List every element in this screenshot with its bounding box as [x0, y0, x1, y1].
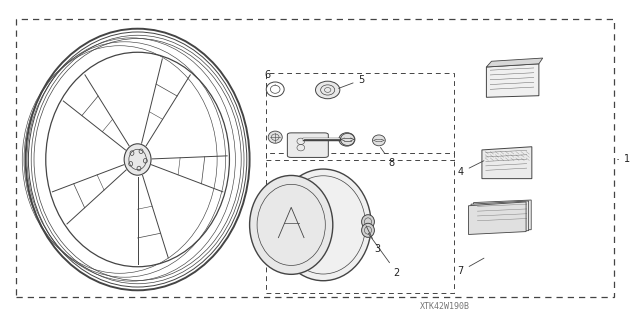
- Ellipse shape: [362, 215, 374, 229]
- Bar: [266, 153, 454, 293]
- Polygon shape: [468, 202, 526, 234]
- Ellipse shape: [316, 81, 340, 99]
- Polygon shape: [471, 201, 529, 233]
- Polygon shape: [486, 64, 539, 97]
- Ellipse shape: [275, 169, 371, 281]
- Ellipse shape: [250, 175, 333, 274]
- Text: 7: 7: [458, 258, 484, 276]
- Text: 3: 3: [366, 226, 381, 254]
- Polygon shape: [486, 58, 543, 67]
- Text: 6: 6: [264, 70, 275, 85]
- Ellipse shape: [362, 223, 374, 237]
- Ellipse shape: [339, 133, 355, 146]
- Text: XTK42W190B: XTK42W190B: [420, 302, 470, 311]
- Text: 2: 2: [369, 234, 400, 278]
- Bar: [16, 19, 614, 297]
- Ellipse shape: [340, 133, 355, 145]
- Polygon shape: [482, 147, 532, 179]
- Text: 4: 4: [458, 161, 484, 177]
- FancyBboxPatch shape: [287, 133, 328, 157]
- Ellipse shape: [372, 135, 385, 146]
- Polygon shape: [474, 200, 531, 231]
- Text: 5: 5: [339, 75, 365, 88]
- Bar: [266, 73, 454, 160]
- Ellipse shape: [124, 144, 151, 175]
- Text: 8: 8: [381, 147, 395, 168]
- Ellipse shape: [268, 131, 282, 143]
- Text: 1: 1: [618, 154, 630, 165]
